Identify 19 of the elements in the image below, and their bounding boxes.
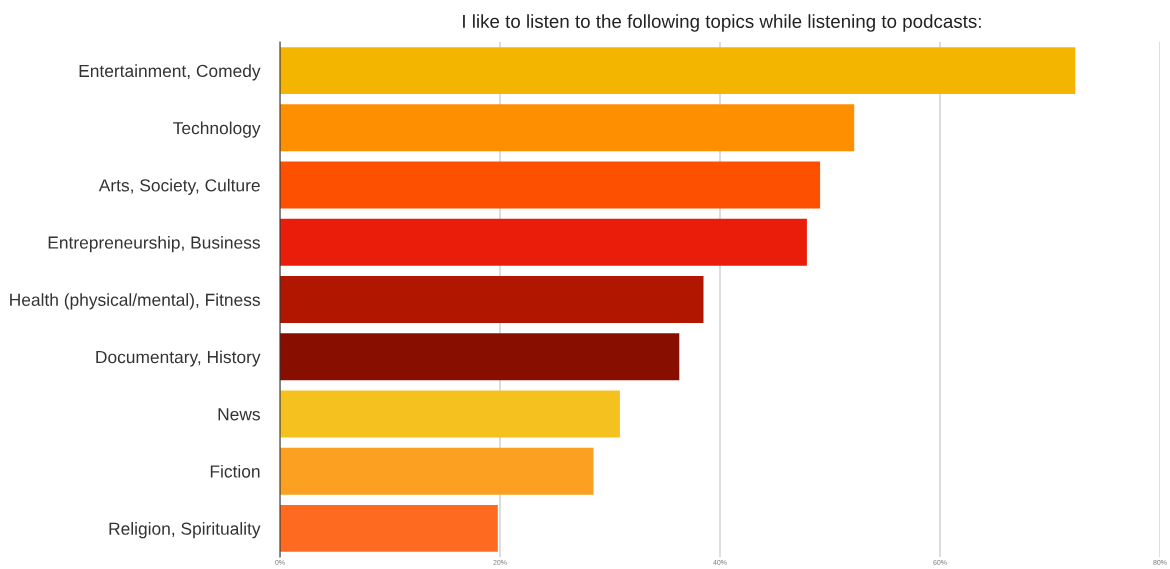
y-tick-label: Technology	[173, 121, 261, 138]
bar	[280, 47, 1076, 95]
chart-title: I like to listen to the following topics while listening to podcasts:	[463, 14, 981, 32]
y-tick-label: Entrepreneurship, Business	[48, 235, 260, 253]
y-tick-label: Arts, Society, Culture	[98, 178, 260, 195]
y-tick-label: Fiction	[210, 464, 260, 478]
y-tick-label: Health (physical/mental), Fitness	[10, 293, 260, 310]
bar	[280, 390, 620, 438]
bar	[280, 333, 680, 381]
y-tick-label: Documentary, History	[96, 350, 261, 367]
bar	[280, 504, 498, 552]
y-tick-label: Entertainment, Comedy	[79, 64, 261, 81]
y-tick-label: News	[218, 408, 260, 421]
bar	[280, 447, 594, 495]
bar	[280, 161, 821, 209]
bar	[280, 276, 704, 323]
bar	[280, 218, 807, 266]
bar	[280, 104, 855, 152]
y-tick-label: Religion, Spirituality	[109, 522, 261, 539]
